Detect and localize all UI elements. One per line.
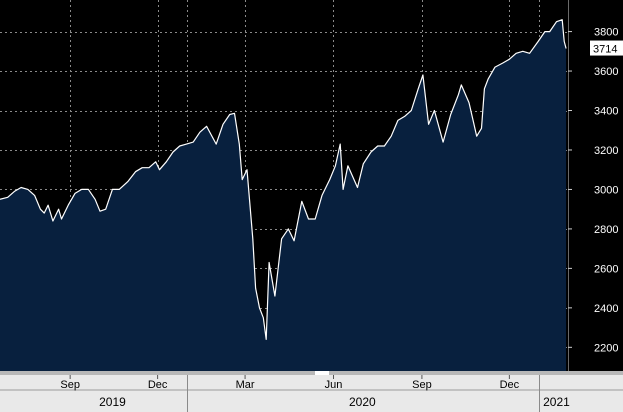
year-label: 2019 <box>99 395 126 409</box>
x-axis-panel <box>0 371 623 412</box>
y-tick-label: 2800 <box>594 224 618 236</box>
last-value-label: 3714 <box>593 44 617 56</box>
series-area-fill <box>0 19 567 371</box>
year-label: 2021 <box>543 395 570 409</box>
time-scrollbar[interactable] <box>0 371 623 375</box>
y-tick-label: 2600 <box>594 263 618 275</box>
x-tick-label: Jun <box>325 379 343 391</box>
y-tick-label: 2400 <box>594 303 618 315</box>
x-axis-years: 2019 2020 2021 <box>99 375 570 412</box>
series-line <box>0 19 567 340</box>
y-tick-label: 3800 <box>594 27 618 39</box>
y-tick-label: 3000 <box>594 184 618 196</box>
x-tick-label: Dec <box>148 379 168 391</box>
y-axis-ticks: 2200 2400 2600 2800 3000 3200 3400 3600 3800 <box>568 27 618 354</box>
y-tick-label: 3600 <box>594 66 618 78</box>
x-axis-ticks: Sep Dec Mar Jun Sep Dec <box>60 375 520 391</box>
year-label: 2020 <box>349 395 376 409</box>
y-tick-label: 3200 <box>594 145 618 157</box>
last-value-badge-box <box>590 40 623 56</box>
y-tick-label: 3400 <box>594 106 618 118</box>
x-tick-label: Sep <box>60 379 80 391</box>
last-value-badge: 3714 <box>590 40 623 56</box>
x-tick-label: Dec <box>500 379 520 391</box>
x-tick-label: Sep <box>412 379 432 391</box>
y-tick-label: 2200 <box>594 342 618 354</box>
time-scrollbar-thumb[interactable] <box>315 371 329 375</box>
x-tick-label: Mar <box>236 379 255 391</box>
